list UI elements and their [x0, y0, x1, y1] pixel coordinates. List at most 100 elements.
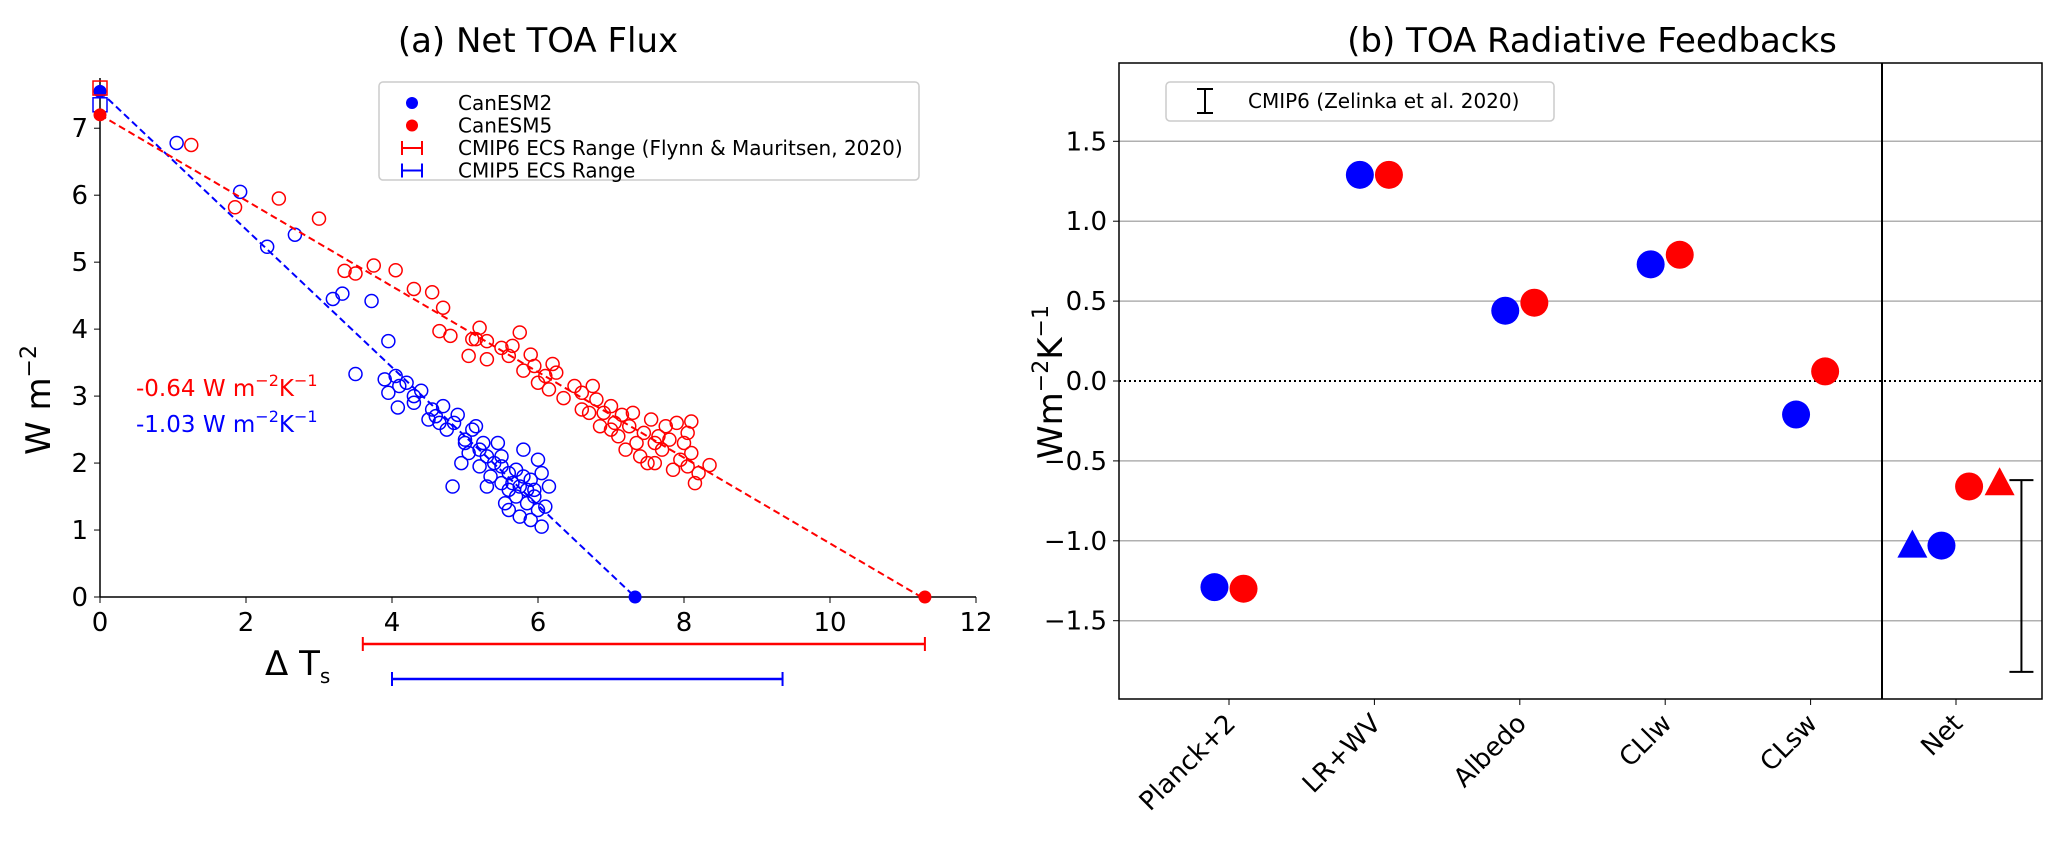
x-tick-label-lr+wv: LR+WV — [1297, 709, 1388, 800]
data-point-CanESM5 — [472, 320, 487, 336]
x-tick-label-clsw: CLsw — [1755, 709, 1824, 778]
data-point-CanESM5 — [676, 435, 692, 451]
panel-a-title: (a) Net TOA Flux — [398, 21, 678, 61]
data-point-CanESM5 — [424, 285, 440, 300]
feedback-point-net — [1927, 531, 1956, 560]
data-point-CanESM5 — [640, 455, 655, 471]
data-point-CanESM5 — [687, 475, 703, 491]
y-tick-label: 1 — [71, 516, 88, 546]
data-point-CanESM5 — [366, 258, 381, 273]
legend-marker — [406, 97, 418, 109]
annotation-sup: −1 — [294, 407, 318, 426]
data-point-CanESM2 — [381, 385, 396, 400]
y-tick-label: −0.5 — [1044, 447, 1107, 477]
slope-annotation: -0.64 W m−2K−1 — [136, 371, 318, 402]
panel-b-y-label: Wm−2K−1 — [1029, 305, 1071, 459]
data-point-CanESM2 — [527, 489, 542, 504]
legend-label: CMIP6 (Zelinka et al. 2020) — [1248, 89, 1519, 113]
panel-b-radiative-feedbacks: (b) TOA Radiative Feedbacks 1.5 1.0 0.5 0.0… — [1029, 21, 2043, 817]
feedback-point-clsw — [1811, 357, 1840, 386]
data-point-CanESM2 — [388, 368, 403, 384]
data-point-CanESM2 — [472, 459, 487, 474]
data-point-CanESM2 — [424, 402, 440, 417]
data-point-CanESM5 — [505, 338, 520, 354]
x-tick-label: 2 — [238, 608, 255, 638]
annotation-text: K — [279, 412, 295, 438]
x-tick-label-net: Net — [1915, 709, 1968, 762]
axes-frame — [1118, 62, 2043, 700]
data-point-CanESM2 — [457, 435, 473, 451]
feedback-point-planck+2 — [1200, 573, 1229, 602]
x-tick-label-planck+2: Planck+2 — [1134, 709, 1242, 817]
data-point-CanESM5 — [629, 435, 644, 451]
data-point-CanESM2 — [468, 418, 484, 434]
data-point-CanESM2 — [461, 445, 476, 461]
panel-a-y-label: W m−2 — [17, 345, 59, 455]
data-point-CanESM5 — [603, 398, 619, 414]
data-point-CanESM2 — [445, 479, 460, 494]
data-point-CanESM5 — [337, 263, 352, 279]
feedback-point-clsw — [1782, 400, 1811, 429]
data-point-CanESM5 — [435, 300, 451, 315]
data-point-CanESM5 — [545, 356, 560, 372]
data-point-CanESM2 — [381, 333, 396, 349]
data-point-CanESM2 — [512, 479, 527, 494]
data-point-CanESM5 — [643, 412, 659, 427]
net-triangle-point — [1984, 467, 2015, 496]
fit-line-CanESM2 — [99, 90, 636, 598]
data-point-CanESM5 — [665, 462, 681, 478]
legend-label: CanESM2 — [458, 91, 552, 115]
data-point-CanESM5 — [311, 211, 327, 226]
x-tick-label-albedo: Albedo — [1448, 709, 1533, 794]
ecs-point-CanESM2 — [628, 590, 642, 604]
data-point-CanESM5 — [636, 425, 652, 441]
data-point-CanESM2 — [446, 415, 462, 431]
data-point-CanESM2 — [508, 489, 524, 504]
data-point-CanESM2 — [501, 502, 517, 518]
y-tick-label: 0.0 — [1066, 367, 1107, 397]
data-point-CanESM2 — [494, 449, 509, 464]
y-tick-label: 4 — [71, 315, 88, 345]
data-point-CanESM2 — [457, 432, 473, 447]
data-point-CanESM5 — [607, 415, 622, 431]
data-point-CanESM5 — [589, 392, 604, 407]
y-tick-label: 7 — [71, 114, 88, 144]
data-point-CanESM2 — [421, 412, 436, 427]
x-tick-label: 12 — [959, 608, 992, 638]
svg-text:W m−2: W m−2 — [17, 345, 59, 455]
data-point-CanESM2 — [516, 442, 531, 457]
data-point-CanESM2 — [390, 400, 406, 415]
data-point-CanESM2 — [348, 366, 363, 382]
legend-label: CMIP5 ECS Range — [458, 159, 635, 183]
data-point-CanESM2 — [450, 407, 465, 423]
data-point-CanESM2 — [523, 472, 538, 488]
y-tick-label: −1.0 — [1044, 527, 1107, 557]
start-point-CanESM2 — [93, 84, 107, 98]
data-point-CanESM2 — [538, 499, 553, 514]
feedback-point-planck+2 — [1229, 574, 1258, 603]
data-point-CanESM2 — [501, 465, 517, 481]
y-tick-label: 0 — [71, 583, 88, 613]
legend-marker — [406, 119, 418, 132]
data-point-CanESM5 — [465, 331, 480, 347]
data-point-CanESM5 — [443, 328, 458, 344]
start-point-CanESM5 — [93, 108, 107, 122]
panel-b-title: (b) TOA Radiative Feedbacks — [1347, 21, 1837, 61]
panel-a-x-label: Δ Ts — [265, 644, 330, 688]
data-point-CanESM5 — [184, 137, 199, 153]
data-point-CanESM2 — [232, 184, 248, 200]
data-point-CanESM5 — [684, 445, 699, 461]
y-tick-label: −1.5 — [1044, 607, 1107, 637]
feedback-point-albedo — [1520, 288, 1549, 317]
feedback-point-cllw — [1636, 250, 1665, 279]
data-point-CanESM2 — [505, 475, 520, 491]
data-point-CanESM5 — [702, 457, 717, 473]
y-tick-label: 0.5 — [1066, 287, 1107, 317]
data-point-CanESM5 — [388, 262, 403, 278]
data-point-CanESM5 — [581, 405, 597, 421]
data-point-CanESM2 — [435, 398, 451, 414]
data-point-CanESM2 — [169, 135, 184, 151]
data-point-CanESM5 — [647, 455, 663, 471]
data-point-CanESM5 — [691, 465, 706, 481]
